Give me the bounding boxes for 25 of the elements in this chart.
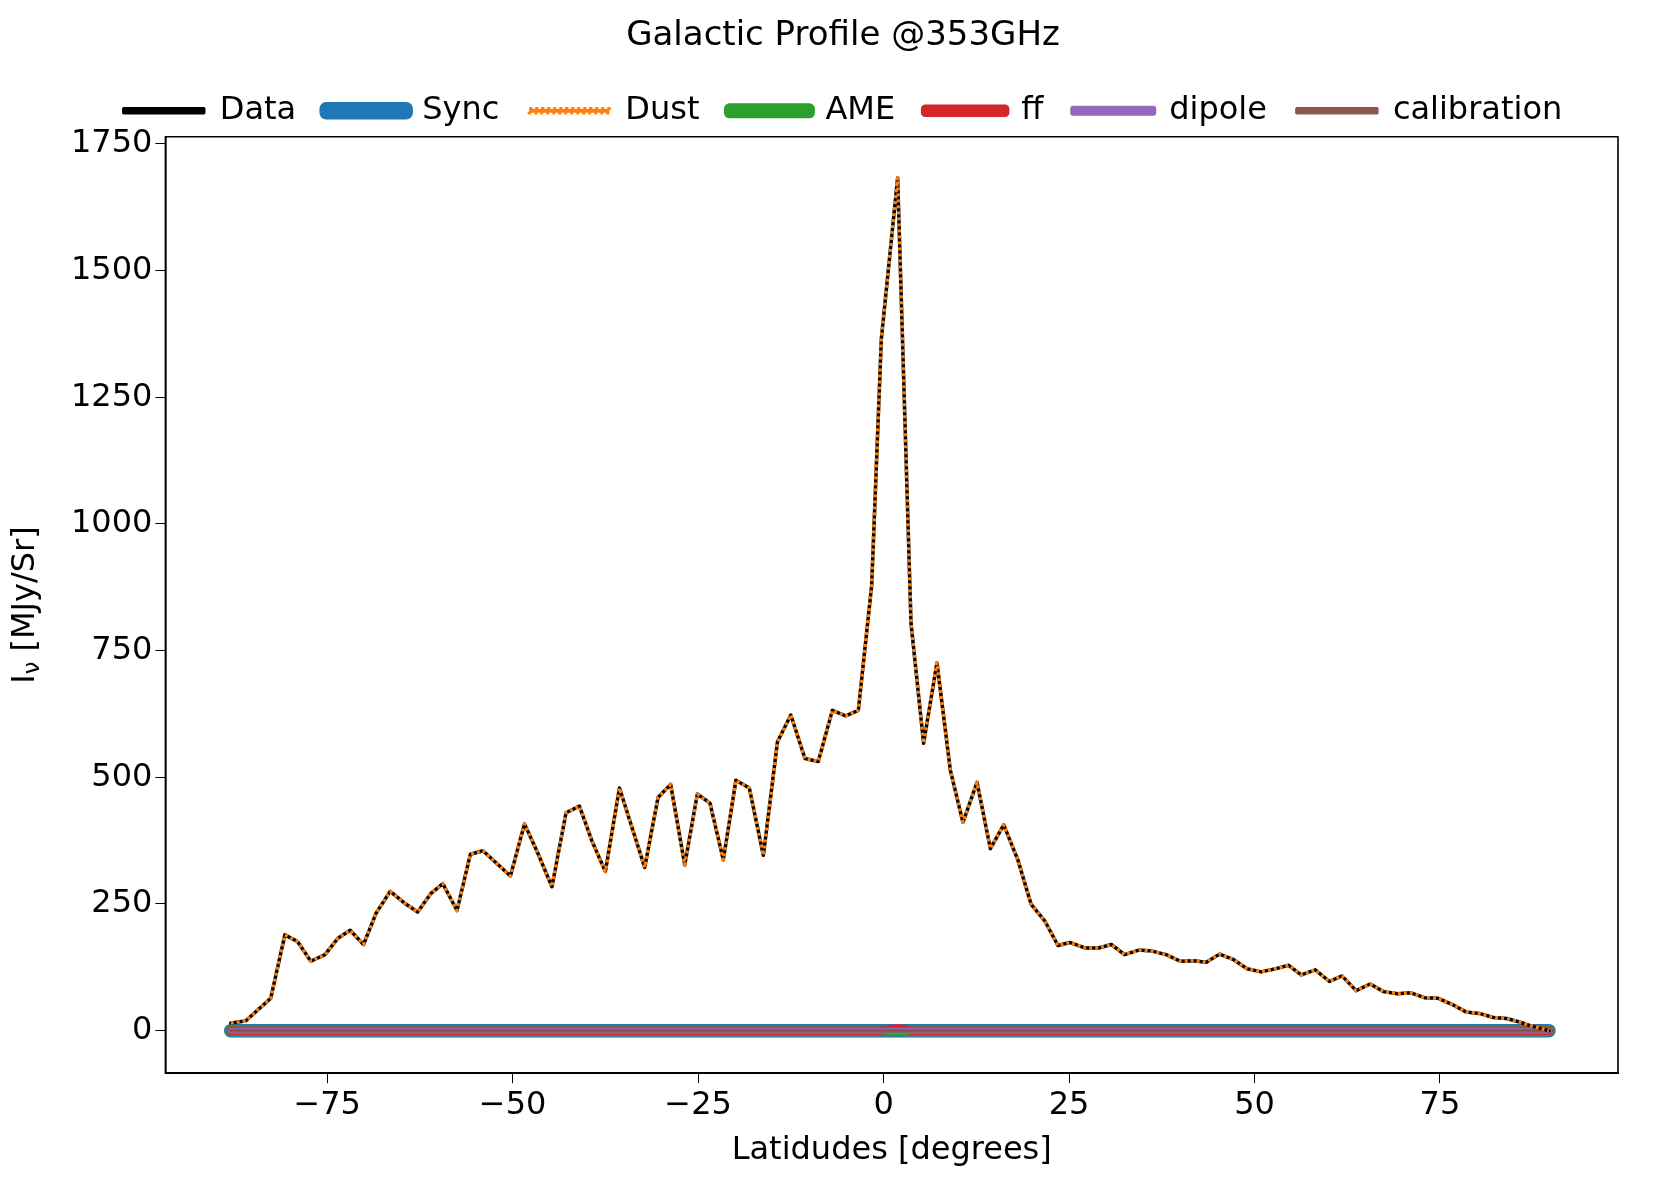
- legend-label: Dust: [625, 89, 700, 128]
- y-tick-label: 500: [91, 755, 153, 794]
- legend-label: Data: [219, 89, 297, 128]
- y-tick-label: 1750: [71, 122, 153, 161]
- y-tick-label: 1500: [71, 248, 153, 287]
- x-tick-label: 25: [1048, 1083, 1090, 1122]
- y-tick-label: 750: [91, 628, 153, 667]
- legend-label: ff: [1021, 89, 1045, 128]
- legend-label: calibration: [1392, 89, 1563, 128]
- y-tick-label: 250: [91, 882, 153, 921]
- y-tick-label: 1000: [71, 502, 153, 541]
- x-tick-label: 75: [1419, 1083, 1461, 1122]
- legend-label: AME: [825, 89, 896, 128]
- chart-title: Galactic Profile @353GHz: [626, 13, 1060, 54]
- x-tick-label: −25: [664, 1083, 732, 1122]
- x-tick-label: −50: [478, 1083, 547, 1122]
- y-tick-label: 0: [132, 1008, 153, 1047]
- x-tick-label: −75: [293, 1083, 361, 1122]
- x-axis-title: Latidudes [degrees]: [731, 1129, 1052, 1168]
- legend-label: Sync: [422, 89, 500, 128]
- x-tick-label: 0: [873, 1083, 894, 1122]
- y-axis-title: Iν [MJy/Sr]: [3, 526, 45, 684]
- x-tick-label: 50: [1234, 1083, 1275, 1122]
- y-tick-label: 1250: [71, 375, 153, 414]
- legend-label: dipole: [1169, 89, 1267, 128]
